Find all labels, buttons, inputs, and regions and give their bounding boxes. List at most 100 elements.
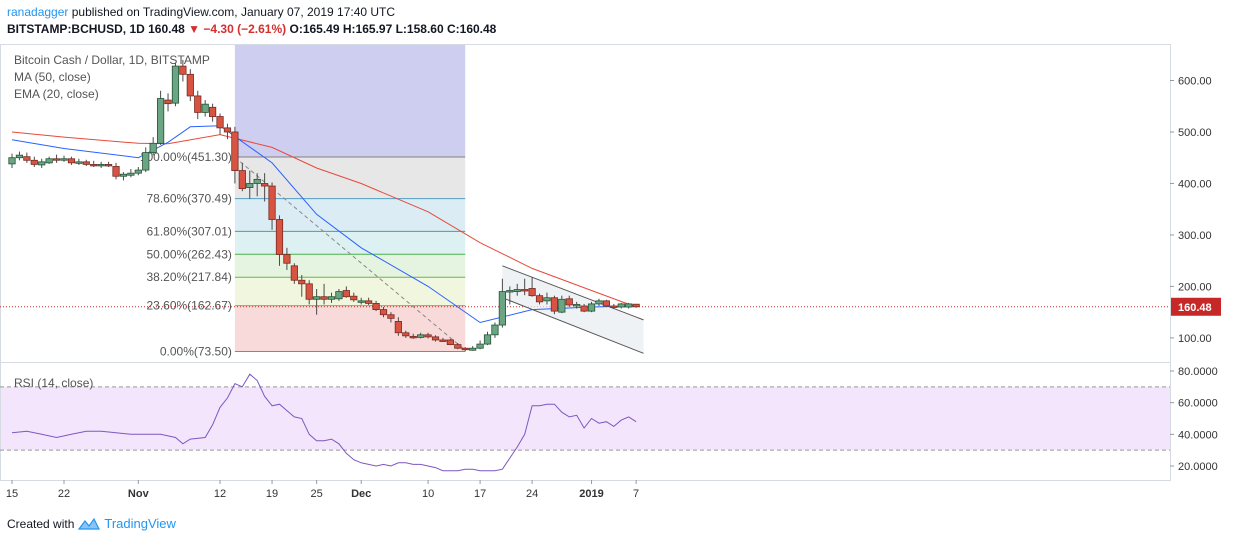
pane-title: Bitcoin Cash / Dollar, 1D, BITSTAMP — [14, 53, 210, 67]
quote-line: BITSTAMP:BCHUSD, 1D 160.48 ▼ −4.30 (−2.6… — [7, 22, 496, 36]
candle-body — [186, 73, 194, 97]
candle-body — [461, 347, 469, 351]
fib-level-label: 23.60%(162.67) — [146, 299, 231, 313]
time-axis-label: Dec — [351, 488, 371, 500]
published-text: published on TradingView.com, January 07… — [71, 5, 396, 19]
candle-body — [216, 116, 224, 129]
chart-header: ranadagger published on TradingView.com,… — [0, 0, 1234, 44]
candle-body — [23, 156, 31, 161]
fib-level-label: 100.00%(451.30) — [140, 150, 232, 164]
time-axis-label: 22 — [58, 488, 70, 500]
candle-body — [298, 279, 306, 285]
current-price-badge — [1171, 297, 1221, 316]
candle-body — [313, 296, 321, 300]
open-value: 165.49 — [302, 22, 340, 36]
candle-body — [431, 336, 440, 341]
rsi-axis-label: 40.0000 — [1178, 429, 1218, 441]
price-axis-label: 500.00 — [1178, 127, 1212, 139]
channel-fill — [502, 265, 644, 354]
price-axis-label: 200.00 — [1178, 281, 1212, 293]
time-axis-label: 17 — [474, 488, 486, 500]
candle-body — [305, 283, 313, 300]
close-value: 160.48 — [459, 22, 497, 36]
time-axis-label: 15 — [6, 488, 18, 500]
candle-body — [201, 103, 209, 113]
price-axis-label: 600.00 — [1178, 76, 1212, 88]
created-with-label: Created with — [7, 516, 75, 531]
candle-body — [127, 172, 135, 176]
candle-body — [112, 166, 120, 177]
time-axis-label: 2019 — [579, 488, 603, 500]
candle-body — [156, 98, 165, 144]
candle-body — [483, 334, 492, 345]
tradingview-brand-link[interactable]: TradingView — [104, 516, 176, 531]
candle-body — [558, 298, 566, 313]
candle-body — [194, 95, 202, 113]
candle-body — [587, 303, 596, 312]
candle-body — [365, 300, 373, 304]
candle-body — [417, 334, 425, 338]
candle-body — [528, 288, 536, 297]
candle-body — [90, 164, 98, 167]
candle-body — [357, 300, 365, 303]
high-value: 165.97 — [355, 22, 393, 36]
candle-body — [543, 297, 551, 302]
fib-zone-above — [234, 45, 466, 158]
candle-body — [446, 339, 454, 345]
rsi-line — [11, 373, 637, 472]
close-label: C: — [446, 22, 460, 36]
candle-body — [610, 305, 618, 308]
ma50-line — [11, 131, 637, 308]
publisher-link[interactable]: ranadagger — [7, 5, 69, 19]
candle-body — [439, 339, 447, 342]
candle-body — [38, 161, 46, 166]
candle-body — [209, 106, 217, 117]
candle-body — [535, 295, 544, 303]
channel-upper-line — [502, 265, 644, 321]
candle-body — [491, 324, 499, 336]
rsi-axis-label: 60.0000 — [1178, 398, 1218, 410]
last-price: 160.48 — [148, 22, 185, 36]
candle-body — [223, 127, 232, 133]
high-label: H: — [342, 22, 356, 36]
open-label: O: — [289, 22, 303, 36]
candle-body — [179, 65, 187, 75]
time-axis-label: 10 — [422, 488, 434, 500]
candle-body — [476, 343, 484, 349]
footer: Created with TradingView — [7, 516, 176, 531]
candle-body — [134, 169, 142, 174]
candle-body — [275, 219, 284, 255]
candle-body — [424, 334, 432, 338]
fib-level-label: 38.20%(217.84) — [146, 270, 231, 284]
candle-body — [45, 158, 53, 164]
publish-info: ranadagger published on TradingView.com,… — [7, 5, 395, 19]
candle-body — [565, 298, 573, 306]
price-axis-label: 300.00 — [1178, 230, 1212, 242]
candle-body — [342, 290, 350, 298]
candle-body — [149, 142, 157, 153]
fib-level-label: 78.60%(370.49) — [146, 192, 231, 206]
rsi-axis-label: 80.0000 — [1178, 366, 1218, 378]
fib-zone — [234, 254, 466, 278]
tradingview-logo-icon — [78, 517, 101, 530]
time-axis-label: 25 — [311, 488, 323, 500]
price-axis-label: 400.00 — [1178, 178, 1212, 190]
candle-body — [60, 158, 68, 161]
candle-body — [97, 164, 105, 167]
time-axis-label: 24 — [526, 488, 538, 500]
candle-body — [632, 303, 640, 308]
candle-body — [119, 173, 128, 177]
candle-body — [573, 304, 581, 307]
rsi-title: RSI (14, close) — [14, 376, 93, 390]
candle-body — [231, 131, 239, 171]
candle-body — [75, 161, 83, 164]
candle-body — [595, 300, 603, 305]
candle-body — [335, 291, 343, 300]
candle-body — [506, 290, 514, 293]
low-value: 158.60 — [406, 22, 444, 36]
candle-body — [602, 300, 611, 307]
candle-body — [521, 289, 529, 292]
fib-level-label: 0.00%(73.50) — [160, 345, 232, 359]
candle-body — [327, 296, 336, 300]
